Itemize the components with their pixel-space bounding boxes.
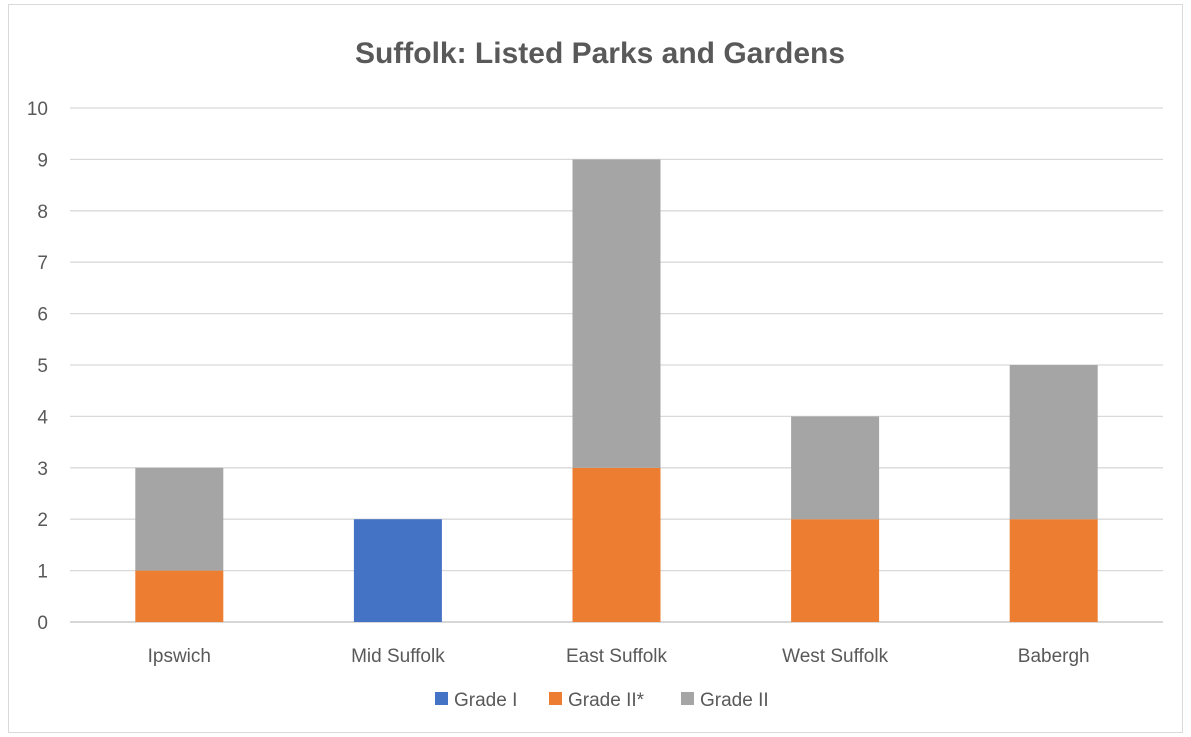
y-tick-label: 4: [37, 407, 48, 428]
y-tick-label: 10: [27, 99, 48, 120]
x-tick-label: Mid Suffolk: [351, 646, 445, 667]
x-tick-label: Babergh: [1018, 646, 1090, 667]
legend-label: Grade II: [700, 690, 769, 711]
bar-east-suffolk-grade-ii-star: [572, 467, 661, 622]
bar-babergh-grade-ii: [1009, 365, 1098, 520]
y-tick-label: 2: [37, 510, 48, 531]
bar-ipswich-grade-ii-star: [135, 570, 224, 622]
bar-east-suffolk-grade-ii: [572, 159, 661, 468]
y-tick-label: 8: [37, 202, 48, 223]
y-axis-labels: 0 1 2 3 4 5 6 7 8 9 10: [27, 99, 49, 634]
legend-label: Grade II*: [568, 690, 645, 711]
y-tick-label: 5: [37, 356, 48, 377]
legend-swatch: [681, 692, 694, 705]
legend: Grade I Grade II* Grade II: [435, 690, 769, 711]
legend-label: Grade I: [454, 690, 517, 711]
x-tick-label: East Suffolk: [566, 646, 668, 667]
y-tick-label: 3: [37, 459, 48, 480]
chart-title: Suffolk: Listed Parks and Gardens: [355, 37, 845, 70]
bar-babergh-grade-ii-star: [1009, 519, 1098, 622]
bar-mid-suffolk-grade-i: [353, 519, 442, 622]
y-tick-label: 9: [37, 150, 48, 171]
x-axis-labels: Ipswich Mid Suffolk East Suffolk West Suffo…: [148, 646, 1090, 667]
x-tick-label: West Suffolk: [782, 646, 888, 667]
bar-west-suffolk-grade-ii: [791, 416, 880, 520]
x-tick-label: Ipswich: [148, 646, 211, 667]
legend-swatch: [435, 692, 448, 705]
bar-ipswich-grade-ii: [135, 467, 224, 571]
legend-swatch: [549, 692, 562, 705]
bar-west-suffolk-grade-ii-star: [791, 519, 880, 622]
y-tick-label: 7: [37, 253, 48, 274]
y-tick-label: 6: [37, 305, 48, 326]
bars: [135, 159, 1098, 622]
y-tick-label: 0: [37, 613, 48, 634]
y-tick-label: 1: [37, 562, 48, 583]
